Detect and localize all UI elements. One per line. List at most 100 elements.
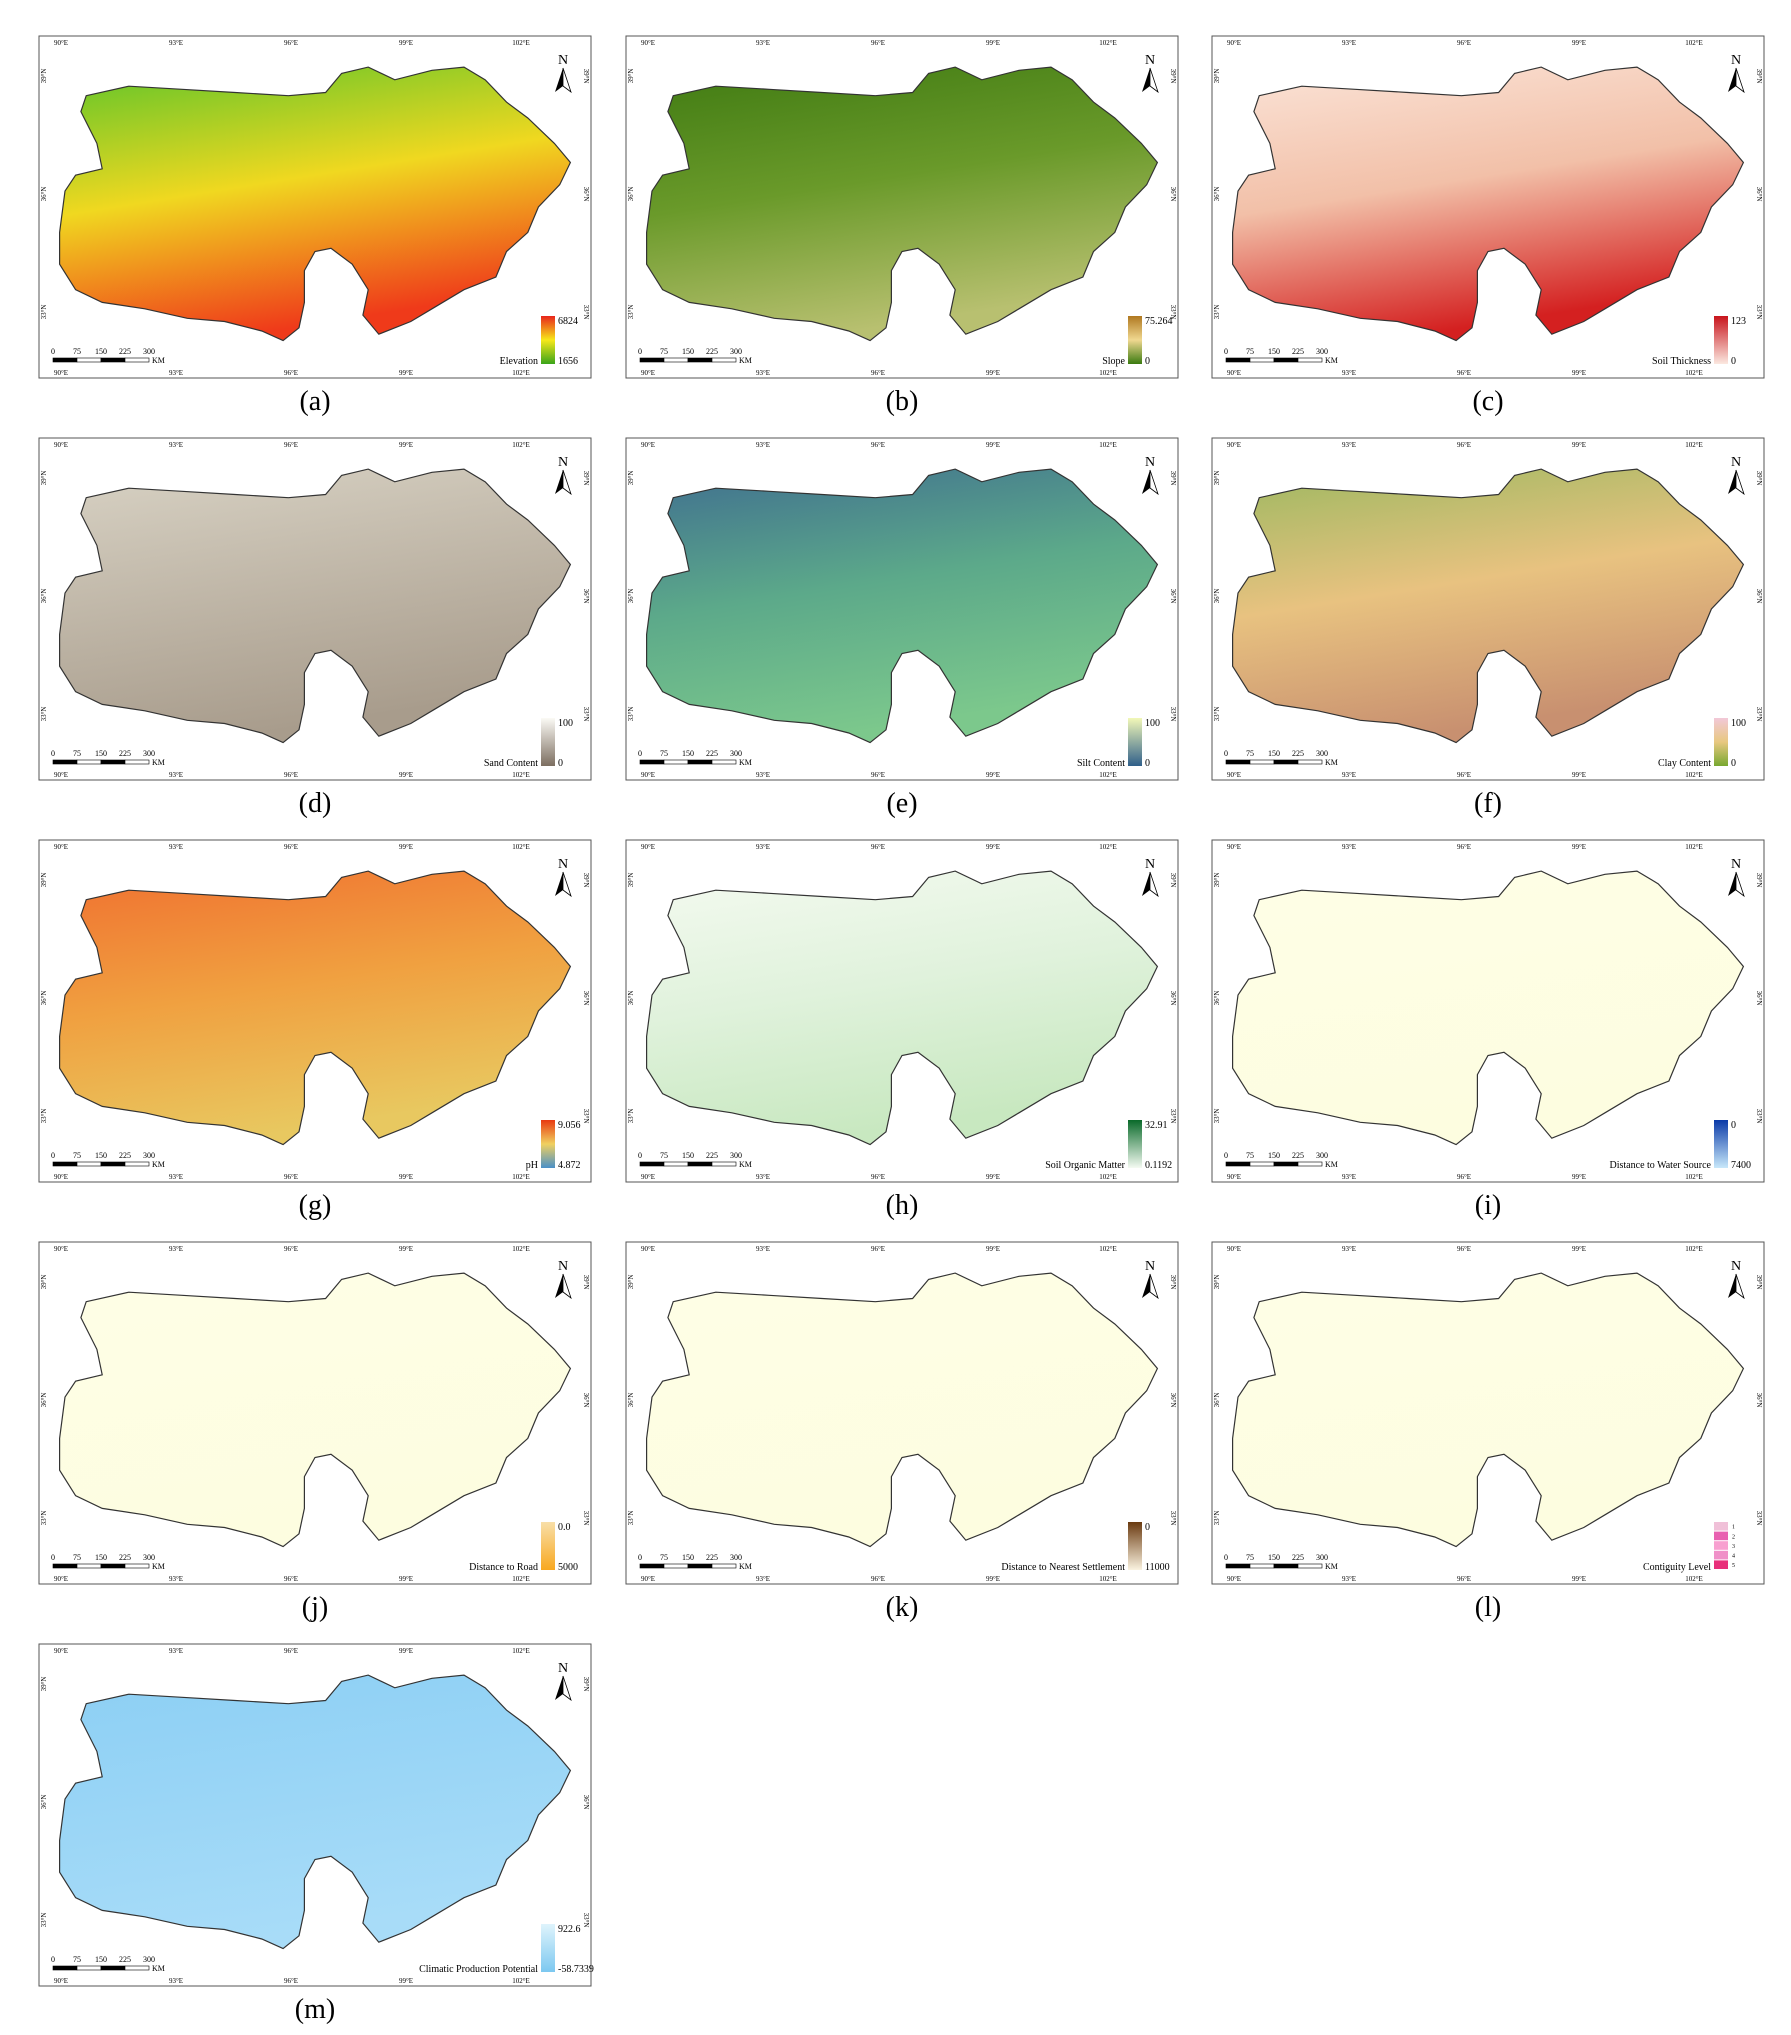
- lon-tick-label: 99°E: [399, 39, 413, 47]
- lat-tick-label: 36°N: [1755, 991, 1763, 1006]
- north-label: N: [1731, 1259, 1741, 1274]
- scale-bar: [124, 759, 150, 765]
- north-arrow: [1735, 871, 1745, 898]
- legend-class-label: 2: [1732, 1534, 1735, 1540]
- lon-tick-label: 96°E: [871, 771, 885, 779]
- lon-tick-label: 90°E: [641, 369, 655, 377]
- panel-label: (l): [1475, 1592, 1501, 1623]
- north-arrow: [562, 871, 572, 898]
- scale-unit: KM: [739, 356, 752, 365]
- lat-tick-label: 36°N: [582, 1393, 590, 1408]
- lat-tick-label: 33°N: [1169, 305, 1177, 320]
- lon-tick-label: 90°E: [1227, 369, 1241, 377]
- scale-bar: [52, 357, 78, 363]
- lon-tick-label: 102°E: [1099, 1575, 1117, 1583]
- scale-bar: [100, 1563, 126, 1569]
- north-arrow: [562, 1273, 572, 1300]
- scale-bar: [1249, 1161, 1275, 1167]
- region-outline: [1232, 870, 1745, 1146]
- north-arrow: [1149, 871, 1159, 898]
- lon-tick-label: 99°E: [986, 1575, 1000, 1583]
- scale-label: 0: [1224, 1553, 1228, 1562]
- scale-label: 300: [730, 347, 742, 356]
- lat-tick-label: 36°N: [627, 187, 635, 202]
- map-panel: 90°E 90°E 93°E 93°E 96°E 96°E 99°E 99°E 102°E 102…: [38, 437, 592, 819]
- scale-bar: [52, 1563, 78, 1569]
- lon-tick-label: 90°E: [641, 1173, 655, 1181]
- scale-unit: KM: [1325, 356, 1338, 365]
- lon-tick-label: 90°E: [641, 1575, 655, 1583]
- legend-max: 123: [1731, 316, 1746, 327]
- lat-tick-label: 33°N: [627, 1109, 635, 1124]
- legend-ramp: [541, 1522, 555, 1570]
- lat-tick-label: 39°N: [40, 1275, 48, 1290]
- panel-label: (i): [1475, 1190, 1501, 1221]
- lat-tick-label: 36°N: [1213, 589, 1221, 604]
- map-panel: 90°E 90°E 93°E 93°E 96°E 96°E 99°E 99°E 102°E 102…: [1211, 839, 1765, 1221]
- lat-tick-label: 39°N: [582, 873, 590, 888]
- scale-unit: KM: [1325, 1562, 1338, 1571]
- lon-tick-label: 99°E: [399, 1647, 413, 1655]
- scale-unit: KM: [1325, 758, 1338, 767]
- lon-tick-label: 93°E: [169, 843, 183, 851]
- north-arrow: [1149, 469, 1159, 496]
- scale-bar: [1297, 1563, 1323, 1569]
- lon-tick-label: 96°E: [871, 1575, 885, 1583]
- scale-bar: [1225, 1161, 1251, 1167]
- lon-tick-label: 93°E: [756, 441, 770, 449]
- region-outline: [1232, 1272, 1745, 1548]
- north-label: N: [1145, 455, 1155, 470]
- north-arrow: [1142, 1274, 1150, 1298]
- lon-tick-label: 99°E: [1572, 843, 1586, 851]
- lon-tick-label: 93°E: [1342, 1575, 1356, 1583]
- lon-tick-label: 99°E: [986, 441, 1000, 449]
- lon-tick-label: 102°E: [1685, 843, 1703, 851]
- scale-label: 300: [1316, 1553, 1328, 1562]
- legend-ramp: [1128, 316, 1142, 364]
- lon-tick-label: 102°E: [1685, 1245, 1703, 1253]
- scale-bar: [711, 1161, 737, 1167]
- legend-min: 0: [1731, 356, 1736, 367]
- region-outline: [1232, 468, 1745, 744]
- scale-label: 150: [95, 1955, 107, 1964]
- legend-ramp: [541, 718, 555, 766]
- scale-bar: [687, 1161, 713, 1167]
- lon-tick-label: 90°E: [1227, 441, 1241, 449]
- lat-tick-label: 36°N: [627, 589, 635, 604]
- scale-unit: KM: [1325, 1160, 1338, 1169]
- scale-bar: [1273, 759, 1299, 765]
- lon-tick-label: 102°E: [512, 369, 530, 377]
- legend-title: Slope: [1102, 356, 1125, 367]
- lat-tick-label: 39°N: [40, 69, 48, 84]
- scale-unit: KM: [739, 1562, 752, 1571]
- lat-tick-label: 39°N: [627, 873, 635, 888]
- panel-label: (h): [886, 1190, 919, 1221]
- scale-label: 225: [1292, 1553, 1304, 1562]
- lon-tick-label: 96°E: [871, 1245, 885, 1253]
- north-arrow: [555, 1676, 563, 1700]
- north-arrow: [1149, 1273, 1159, 1300]
- scale-unit: KM: [152, 1964, 165, 1973]
- lon-tick-label: 99°E: [1572, 1575, 1586, 1583]
- legend-min: 0: [558, 758, 563, 769]
- region-outline: [1232, 66, 1745, 342]
- lon-tick-label: 99°E: [399, 441, 413, 449]
- lon-tick-label: 99°E: [399, 843, 413, 851]
- lon-tick-label: 96°E: [871, 441, 885, 449]
- scale-label: 75: [1246, 347, 1254, 356]
- scale-unit: KM: [152, 758, 165, 767]
- lon-tick-label: 99°E: [399, 771, 413, 779]
- region-outline: [59, 1674, 572, 1950]
- lon-tick-label: 96°E: [1457, 1245, 1471, 1253]
- scale-label: 225: [119, 1955, 131, 1964]
- scale-label: 300: [143, 347, 155, 356]
- map-panel: 90°E 90°E 93°E 93°E 96°E 96°E 99°E 99°E 102°E 102…: [38, 1241, 592, 1623]
- scale-label: 150: [682, 1151, 694, 1160]
- north-arrow: [1142, 872, 1150, 896]
- legend-title: Distance to Water Source: [1610, 1160, 1712, 1171]
- lon-tick-label: 99°E: [1572, 771, 1586, 779]
- lon-tick-label: 93°E: [169, 1575, 183, 1583]
- scale-bar: [1273, 1563, 1299, 1569]
- lon-tick-label: 96°E: [871, 1173, 885, 1181]
- legend-title: Distance to Nearest Settlement: [1001, 1562, 1125, 1573]
